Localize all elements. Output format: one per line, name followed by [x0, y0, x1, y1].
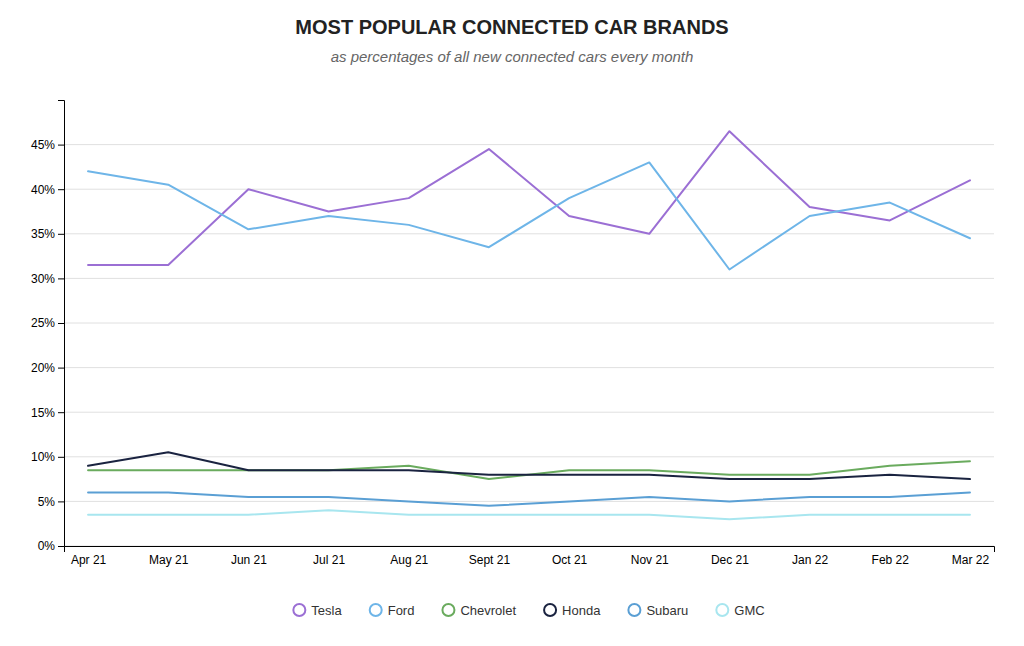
y-tick-mark	[58, 546, 64, 547]
legend: Tesla Ford Chevrolet Honda Subaru GMC	[293, 603, 764, 618]
grid-line	[64, 278, 994, 279]
x-tick: May 21	[149, 553, 189, 567]
x-axis-line	[65, 547, 995, 553]
y-tick-mark	[58, 323, 64, 324]
y-tick: 45%	[31, 138, 64, 152]
x-tick-label: Feb 22	[872, 553, 910, 567]
y-tick-label: 40%	[31, 183, 55, 197]
legend-item: Tesla	[293, 603, 342, 618]
x-axis: Apr 21 May 21 Jun 21 Jul 21 Aug 21 Sept 21 Oct…	[65, 547, 995, 567]
legend-item: Chevrolet	[442, 603, 516, 618]
x-tick-label: Jan 22	[792, 553, 828, 567]
grid	[64, 145, 994, 546]
x-tick: Jun 21	[231, 553, 267, 567]
y-tick: 40%	[31, 183, 64, 197]
x-tick: Dec 21	[711, 553, 749, 567]
y-tick-mark	[58, 501, 64, 502]
legend-item: GMC	[716, 603, 764, 618]
x-tick: Oct 21	[552, 553, 588, 567]
y-tick-mark	[58, 412, 64, 413]
legend-marker	[544, 604, 556, 616]
y-tick-label: 45%	[31, 138, 55, 152]
legend-marker	[716, 604, 728, 616]
x-tick: Sept 21	[469, 553, 511, 567]
subtitle: as percentages of all new connected cars…	[331, 48, 694, 65]
y-tick: 15%	[31, 406, 64, 420]
legend-item: Honda	[544, 603, 601, 618]
series-line	[88, 510, 970, 519]
series-line	[88, 162, 970, 269]
x-tick: Mar 22	[952, 553, 990, 567]
y-tick-label: 10%	[31, 450, 55, 464]
x-tick-label: Aug 21	[390, 553, 428, 567]
x-tick: Aug 21	[390, 553, 428, 567]
x-tick-label: Jun 21	[231, 553, 267, 567]
y-tick-mark	[58, 457, 64, 458]
x-tick-label: Oct 21	[552, 553, 588, 567]
legend-label: Honda	[562, 603, 601, 618]
series-line	[88, 131, 970, 265]
legend-label: Ford	[388, 603, 415, 618]
legend-marker	[628, 604, 640, 616]
y-tick: 25%	[31, 316, 64, 330]
y-tick-mark	[58, 145, 64, 146]
y-tick: 10%	[31, 450, 64, 464]
x-tick: Apr 21	[71, 553, 107, 567]
y-tick-label: 5%	[38, 495, 56, 509]
y-axis: 0% 5% 10% 15% 20% 25% 30% 35% 40% 45%	[31, 101, 65, 554]
y-tick-label: 35%	[31, 227, 55, 241]
y-tick-label: 25%	[31, 316, 55, 330]
y-tick-mark	[58, 368, 64, 369]
grid-line	[64, 456, 994, 457]
legend-item: Subaru	[628, 603, 688, 618]
y-tick-mark	[58, 234, 64, 235]
legend-label: GMC	[734, 603, 764, 618]
grid-line	[64, 323, 994, 324]
x-tick: Nov 21	[631, 553, 669, 567]
y-tick-label: 15%	[31, 406, 55, 420]
x-tick-label: Apr 21	[71, 553, 107, 567]
x-tick: Jul 21	[313, 553, 345, 567]
legend-label: Chevrolet	[460, 603, 516, 618]
x-tick: Feb 22	[872, 553, 910, 567]
series-line	[88, 452, 970, 479]
y-tick-mark	[58, 278, 64, 279]
legend-marker	[442, 604, 454, 616]
grid-line	[64, 501, 994, 502]
y-tick-mark	[58, 189, 64, 190]
x-tick: Jan 22	[792, 553, 828, 567]
grid-line	[64, 233, 994, 234]
x-tick-label: May 21	[149, 553, 189, 567]
y-tick: 30%	[31, 272, 64, 286]
x-tick-label: Sept 21	[469, 553, 511, 567]
grid-line	[64, 412, 994, 413]
grid-line	[64, 144, 994, 145]
x-tick-label: Dec 21	[711, 553, 749, 567]
x-tick-label: Mar 22	[952, 553, 990, 567]
plot: Apr 21 May 21 Jun 21 Jul 21 Aug 21 Sept 21 Oct…	[31, 101, 995, 567]
series-line	[88, 492, 970, 505]
y-tick-label: 0%	[38, 539, 56, 553]
title: MOST POPULAR CONNECTED CAR BRANDS	[295, 16, 728, 38]
legend-marker	[370, 604, 382, 616]
x-tick-label: Nov 21	[631, 553, 669, 567]
legend-label: Subaru	[646, 603, 688, 618]
y-tick: 35%	[31, 227, 64, 241]
legend-item: Ford	[370, 603, 415, 618]
x-tick-label: Jul 21	[313, 553, 345, 567]
y-tick-label: 30%	[31, 272, 55, 286]
y-tick-label: 20%	[31, 361, 55, 375]
y-tick: 20%	[31, 361, 64, 375]
y-axis-line	[58, 101, 65, 547]
chart: MOST POPULAR CONNECTED CAR BRANDS as perc…	[0, 0, 1024, 646]
y-tick: 0%	[38, 539, 64, 553]
y-tick: 5%	[38, 495, 64, 509]
grid-line	[64, 367, 994, 368]
legend-marker	[293, 604, 305, 616]
grid-line	[64, 189, 994, 190]
legend-label: Tesla	[311, 603, 342, 618]
lines	[88, 131, 970, 519]
